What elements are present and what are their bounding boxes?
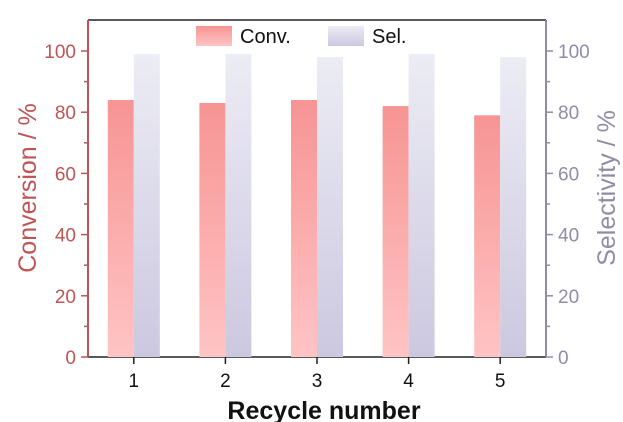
x-ticks: 1 2 3 4 5 <box>129 357 506 392</box>
right-tick-label-0: 0 <box>558 348 569 369</box>
right-tick-label-40: 40 <box>558 226 579 247</box>
bar-conv-1 <box>107 100 134 357</box>
x-tick-label-3: 3 <box>312 371 323 392</box>
x-axis-title: Recycle number <box>227 397 420 422</box>
right-tick-label-60: 60 <box>558 164 579 185</box>
right-ticks: 0 20 40 60 80 100 <box>546 42 590 369</box>
legend-swatch-sel <box>328 26 364 46</box>
legend-swatch-conv <box>196 26 232 46</box>
y-axis-title: Conversion / % <box>14 103 42 273</box>
x-tick-label-2: 2 <box>220 371 231 392</box>
left-tick-label-0: 0 <box>65 348 76 369</box>
legend: Conv. Sel. <box>196 26 406 48</box>
bar-sel-3 <box>317 57 343 357</box>
y2-axis-title: Selectivity / % <box>593 110 621 266</box>
bar-conv-3 <box>291 100 317 357</box>
bar-sel-4 <box>408 54 435 357</box>
bar-sel-1 <box>133 54 160 357</box>
bar-conv-2 <box>199 103 226 357</box>
right-tick-label-80: 80 <box>558 103 579 124</box>
x-tick-label-4: 4 <box>403 371 414 392</box>
bar-conv-4 <box>382 106 409 357</box>
bar-conv-5 <box>474 115 501 357</box>
left-tick-label-80: 80 <box>55 103 76 124</box>
legend-label-sel: Sel. <box>372 26 406 48</box>
bars-group <box>107 54 527 357</box>
left-tick-label-40: 40 <box>55 226 76 247</box>
bar-sel-2 <box>225 54 252 357</box>
left-ticks: 0 20 40 60 80 100 <box>44 42 88 369</box>
right-tick-label-100: 100 <box>558 42 590 63</box>
x-tick-label-1: 1 <box>129 371 140 392</box>
legend-label-conv: Conv. <box>240 26 291 48</box>
left-tick-label-100: 100 <box>44 42 76 63</box>
x-tick-label-5: 5 <box>495 371 506 392</box>
left-tick-label-60: 60 <box>55 164 76 185</box>
left-tick-label-20: 20 <box>55 287 76 308</box>
right-tick-label-20: 20 <box>558 287 579 308</box>
bar-sel-5 <box>500 57 527 357</box>
